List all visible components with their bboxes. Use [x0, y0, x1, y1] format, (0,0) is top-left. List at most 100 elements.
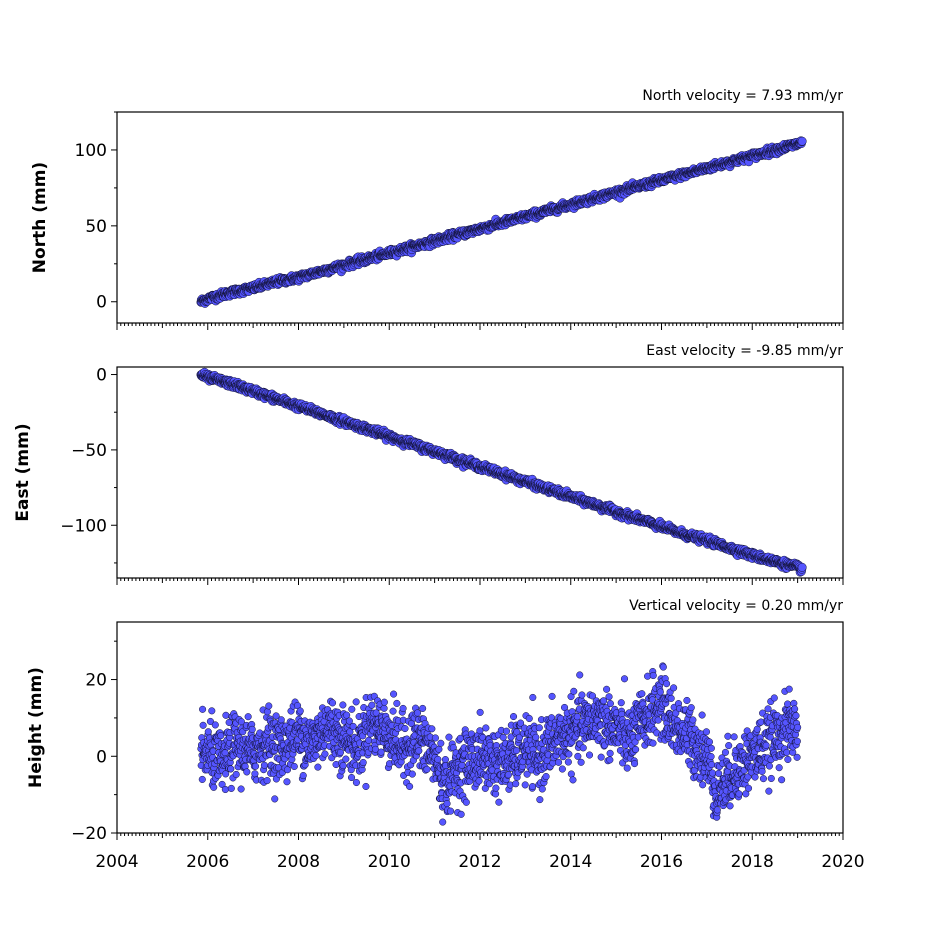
east-data-point	[797, 562, 807, 572]
height-data-point	[342, 755, 350, 763]
height-data-point	[574, 752, 582, 760]
height-data-point	[208, 707, 216, 715]
height-points	[197, 662, 802, 826]
height-data-point	[495, 798, 503, 806]
height-data-point	[413, 709, 422, 717]
height-data-point	[419, 704, 427, 712]
height-data-point	[232, 770, 240, 778]
height-data-point	[447, 807, 455, 815]
height-data-point	[204, 728, 212, 736]
height-data-point	[199, 705, 207, 713]
height-data-point	[620, 675, 629, 683]
height-data-point	[431, 734, 439, 742]
height-data-point	[570, 687, 578, 695]
height-data-point	[423, 765, 431, 773]
height-data-point	[343, 711, 351, 719]
height-data-point	[462, 798, 470, 806]
height-data-point	[299, 772, 307, 780]
height-data-point	[542, 772, 550, 781]
height-data-point	[227, 784, 235, 792]
height-data-point	[408, 770, 416, 778]
height-data-point	[502, 727, 511, 735]
height-data-point	[529, 693, 537, 702]
height-data-point	[389, 707, 397, 715]
height-data-point	[475, 777, 483, 785]
height-data-point	[380, 704, 388, 712]
height-data-point	[434, 755, 442, 763]
height-data-point	[244, 713, 252, 721]
height-data-point	[221, 785, 229, 794]
height-data-point	[415, 747, 423, 755]
height-data-point	[222, 711, 230, 719]
height-data-point	[217, 732, 225, 740]
height-data-point	[600, 697, 608, 705]
height-data-point	[362, 782, 370, 791]
north-data-point	[797, 136, 807, 146]
height-data-point	[251, 770, 259, 778]
height-data-point	[576, 671, 584, 679]
north-velocity-title: North velocity = 7.93 mm/yr	[642, 88, 843, 104]
north-ylabel: North (mm)	[30, 162, 50, 273]
height-data-point	[535, 724, 543, 732]
height-data-point	[406, 782, 414, 791]
height-data-point	[509, 712, 518, 721]
height-data-point	[380, 698, 388, 706]
height-data-point	[579, 744, 587, 752]
height-data-point	[525, 714, 533, 723]
height-data-point	[348, 705, 356, 713]
height-data-point	[512, 780, 520, 788]
height-data-point	[476, 708, 484, 716]
height-data-point	[263, 777, 271, 785]
height-data-point	[365, 736, 373, 744]
height-data-point	[221, 749, 229, 757]
height-data-point	[564, 758, 572, 766]
height-data-point	[617, 699, 625, 707]
height-data-point	[283, 778, 291, 786]
height-data-point	[359, 758, 367, 767]
height-data-point	[336, 748, 344, 757]
east-ytick-label: 0	[96, 366, 107, 386]
height-data-point	[263, 708, 271, 716]
east-points	[196, 367, 807, 577]
height-data-point	[314, 763, 322, 771]
height-data-point	[399, 704, 407, 712]
height-data-point	[558, 765, 566, 773]
height-data-point	[532, 733, 540, 741]
height-data-point	[393, 699, 401, 707]
height-data-point	[603, 685, 611, 693]
height-data-point	[528, 783, 537, 791]
north-ytick-label: 100	[75, 141, 107, 161]
height-data-point	[499, 733, 507, 741]
height-data-point	[339, 762, 347, 770]
height-data-point	[437, 739, 445, 747]
height-data-point	[445, 733, 453, 741]
east-velocity-title: East velocity = -9.85 mm/yr	[646, 343, 843, 359]
height-data-point	[435, 745, 443, 753]
height-data-point	[198, 775, 206, 783]
height-data-point	[211, 721, 219, 729]
height-data-point	[377, 748, 385, 756]
height-data-point	[521, 781, 529, 789]
height-data-point	[492, 784, 500, 792]
east-ytick-label: −100	[60, 516, 107, 536]
height-data-point	[352, 698, 360, 706]
height-data-point	[352, 778, 360, 787]
height-data-point	[565, 750, 573, 758]
height-data-point	[277, 716, 285, 724]
height-data-point	[339, 701, 347, 709]
east-ytick-label: −50	[71, 441, 107, 461]
height-data-point	[504, 771, 512, 779]
height-data-point	[265, 702, 273, 710]
height-data-point	[199, 721, 207, 729]
height-data-point	[597, 753, 605, 761]
height-data-point	[443, 800, 451, 808]
height-data-point	[512, 747, 521, 755]
east-ylabel: East (mm)	[13, 423, 33, 521]
height-data-point	[441, 756, 449, 764]
height-data-point	[428, 725, 436, 733]
height-data-point	[567, 770, 575, 778]
height-data-point	[606, 756, 614, 764]
